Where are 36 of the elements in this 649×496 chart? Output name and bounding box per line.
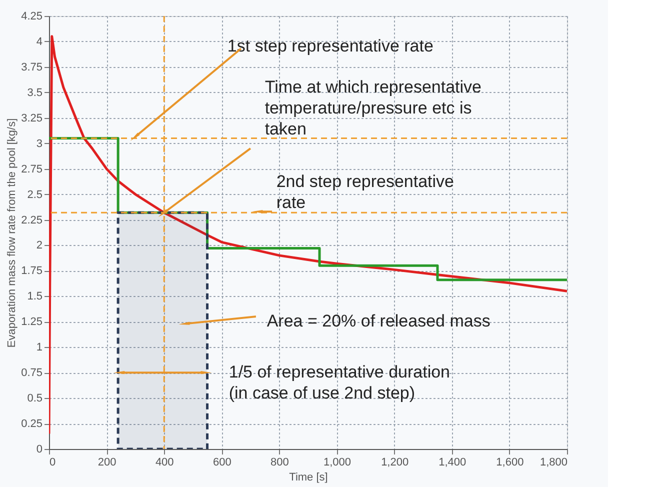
x-tick-label: 1,000 bbox=[324, 456, 352, 468]
line-series bbox=[49, 35, 567, 435]
y-tick-label: 0.5 bbox=[27, 392, 42, 405]
x-tick-label: 200 bbox=[98, 456, 116, 468]
y-tick-label: 1.5 bbox=[27, 290, 42, 303]
y-tick-label: 2.5 bbox=[27, 188, 42, 201]
x-tick-label: 1,200 bbox=[381, 456, 409, 468]
y-axis-title: Evaporation mass flow rate from the pool [kg/s] bbox=[6, 118, 18, 348]
x-tick-label: 1,800 bbox=[540, 456, 568, 468]
y-tick-label: 1.75 bbox=[21, 265, 42, 278]
y-tick-label: 2.25 bbox=[21, 214, 42, 226]
x-axis-title: Time [s] bbox=[289, 472, 328, 484]
y-tick-label: 0 bbox=[36, 444, 42, 456]
x-tick-label: 800 bbox=[270, 456, 289, 468]
y-tick-label: 4 bbox=[36, 36, 42, 48]
annotation: Time at which representative temperature/pressure etc is taken bbox=[264, 77, 482, 138]
y-tick-label: 4.25 bbox=[21, 10, 42, 22]
y-tick-label: 0.25 bbox=[21, 418, 42, 430]
y-tick-label: 3.5 bbox=[27, 86, 42, 99]
x-tick-label: 1,600 bbox=[496, 456, 524, 468]
x-tick-label: 400 bbox=[155, 456, 174, 468]
annotation: Area = 20% of released mass bbox=[266, 312, 490, 331]
x-tick-label: 600 bbox=[212, 456, 232, 468]
y-tick-label: 3 bbox=[36, 138, 42, 150]
annotation: 2nd step representative rate bbox=[276, 172, 454, 212]
y-tick-label: 3.25 bbox=[21, 112, 42, 124]
x-tick-label: 0 bbox=[50, 456, 56, 468]
y-tick-label: 2 bbox=[36, 240, 42, 252]
annotation: 1st step representative rate bbox=[227, 36, 434, 56]
y-tick-label: 0.75 bbox=[21, 367, 42, 380]
annotation: 1/5 of representative duration (in case of use 2nd step) bbox=[228, 362, 450, 403]
y-tick-label: 1.25 bbox=[21, 316, 42, 328]
y-tick-label: 2.75 bbox=[21, 163, 42, 176]
y-tick-label: 3.75 bbox=[21, 61, 42, 74]
x-tick-label: 1,400 bbox=[438, 456, 466, 468]
y-tick-label: 1 bbox=[36, 342, 42, 354]
